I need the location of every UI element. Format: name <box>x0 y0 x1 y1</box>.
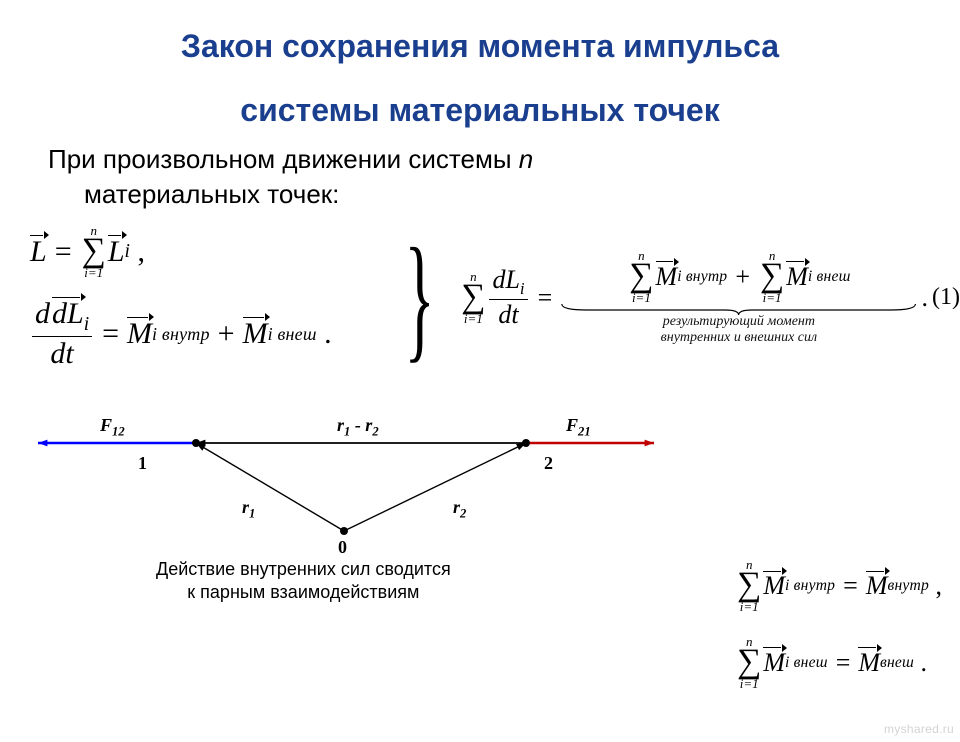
title-line2: системы материальных точек <box>0 86 960 134</box>
underlabel-l2: внутренних и внешних сил <box>661 330 817 345</box>
underlabel-l1: результирующий момент <box>663 314 815 329</box>
side-equations: n∑i=1 Mi внутр = Mвнутр , n∑i=1 Mi внеш … <box>735 558 942 690</box>
equations-right: n ∑ i=1 dLi dt = n ∑ i=1 Mi внутр + <box>459 249 960 346</box>
underbrace: n ∑ i=1 Mi внутр + n ∑ i=1 Mi внеш <box>560 249 917 346</box>
diagram-label: r1 <box>242 497 255 522</box>
diagram-label: F12 <box>100 415 125 440</box>
eq-number: (1) <box>932 284 960 311</box>
sym-Li: L <box>108 235 125 269</box>
diagram-label: 0 <box>338 537 347 558</box>
slide-title: Закон сохранения момента импульса систем… <box>0 22 960 134</box>
diagram-label: 2 <box>544 453 553 474</box>
equations-left: L = n ∑ i=1 Li , ddLi dt = Mi внутр + Mi… <box>0 224 390 371</box>
side-eq-1: n∑i=1 Mi внутр = Mвнутр , <box>735 558 942 613</box>
curly-brace-icon: } <box>404 249 434 347</box>
equation-row: L = n ∑ i=1 Li , ddLi dt = Mi внутр + Mi… <box>0 224 960 371</box>
intro-text: При произвольном движении системы n мате… <box>48 142 960 212</box>
sym-L: L <box>30 235 47 269</box>
diagram-label: 1 <box>138 453 147 474</box>
title-line1: Закон сохранения момента импульса <box>0 22 960 70</box>
sym-M: M <box>127 317 152 351</box>
eq-dLidt: ddLi dt = Mi внутр + Mi внеш . <box>30 297 390 371</box>
eq-combined: n ∑ i=1 dLi dt = n ∑ i=1 Mi внутр + <box>459 249 960 346</box>
intro-line1: При произвольном движении системы <box>48 144 512 174</box>
intro-line2: материальных точек: <box>48 179 339 209</box>
eq-L-total: L = n ∑ i=1 Li , <box>30 224 390 279</box>
watermark: myshared.ru <box>884 722 954 736</box>
side-eq-2: n∑i=1 Mi внеш = Mвнеш . <box>735 635 942 690</box>
diagram-label: r1 - r2 <box>337 415 379 440</box>
diagram-label: r2 <box>453 497 466 522</box>
force-diagram: Действие внутренних сил сводится к парны… <box>26 391 666 591</box>
sigma-icon: n ∑ i=1 <box>82 224 106 279</box>
diagram-label: F21 <box>566 415 591 440</box>
diagram-caption: Действие внутренних сил сводится к парны… <box>156 558 451 603</box>
